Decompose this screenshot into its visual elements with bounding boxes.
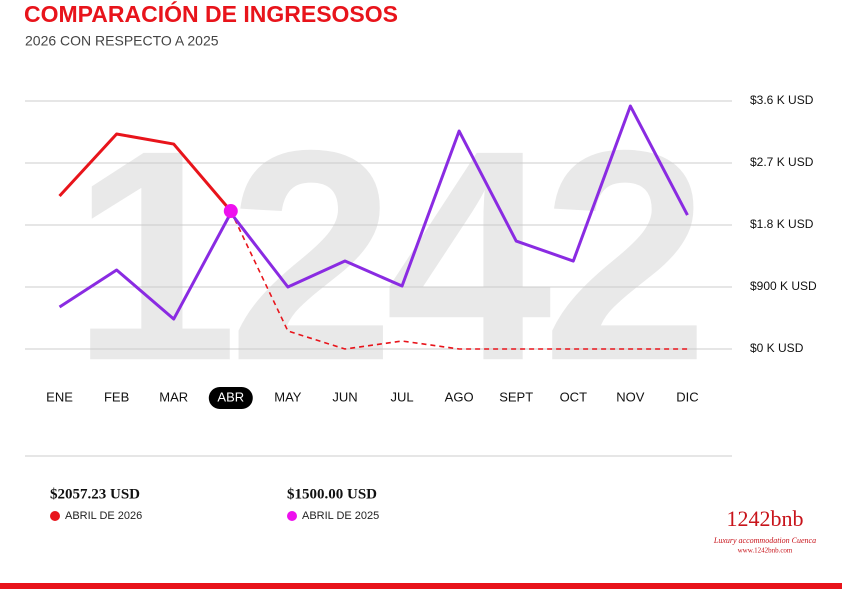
x-tick-label: JUN xyxy=(332,389,357,404)
chart-subtitle: 2026 CON RESPECTO A 2025 xyxy=(25,33,219,49)
x-tick-label: SEPT xyxy=(499,389,533,404)
line xyxy=(230,210,688,350)
x-tick-label: FEB xyxy=(104,389,129,404)
logo-name: 1242bnb xyxy=(727,506,804,531)
x-tick-label: OCT xyxy=(560,389,588,404)
summary-amount: $1500.00 USD xyxy=(287,486,377,502)
highlight-pill xyxy=(208,387,253,409)
footer-bar xyxy=(0,583,842,589)
summary-label: ABRIL DE 2025 xyxy=(302,510,379,522)
summary-amount: $2057.23 USD xyxy=(50,486,140,502)
legend-dot xyxy=(287,511,297,521)
y-tick-label: $0 K USD xyxy=(750,341,804,355)
y-tick-label: $1.8 K USD xyxy=(750,217,814,231)
x-tick-label: ABR xyxy=(217,389,244,404)
line xyxy=(58,104,689,321)
x-tick-label: ENE xyxy=(46,389,73,404)
x-tick-label: MAR xyxy=(159,389,188,404)
logo-url: www.1242bnb.com xyxy=(738,547,793,555)
legend-dot xyxy=(50,511,60,521)
y-tick-label: $900 K USD xyxy=(750,279,817,293)
x-tick-label: JUL xyxy=(390,389,413,404)
x-tick-label: AGO xyxy=(445,389,474,404)
x-tick-label: DIC xyxy=(676,389,698,404)
line xyxy=(58,132,232,212)
x-tick-label: NOV xyxy=(616,389,645,404)
watermark: 1242 xyxy=(71,87,701,423)
logo-tagline: Luxury accommodation Cuenca xyxy=(713,536,816,545)
summary-label: ABRIL DE 2026 xyxy=(65,510,142,522)
highlight-marker xyxy=(223,204,238,219)
y-tick-label: $2.7 K USD xyxy=(750,155,814,169)
x-tick-label: MAY xyxy=(274,389,302,404)
chart-title: COMPARACIÓN DE INGRESOSOS xyxy=(24,0,398,27)
y-tick-label: $3.6 K USD xyxy=(750,93,814,107)
